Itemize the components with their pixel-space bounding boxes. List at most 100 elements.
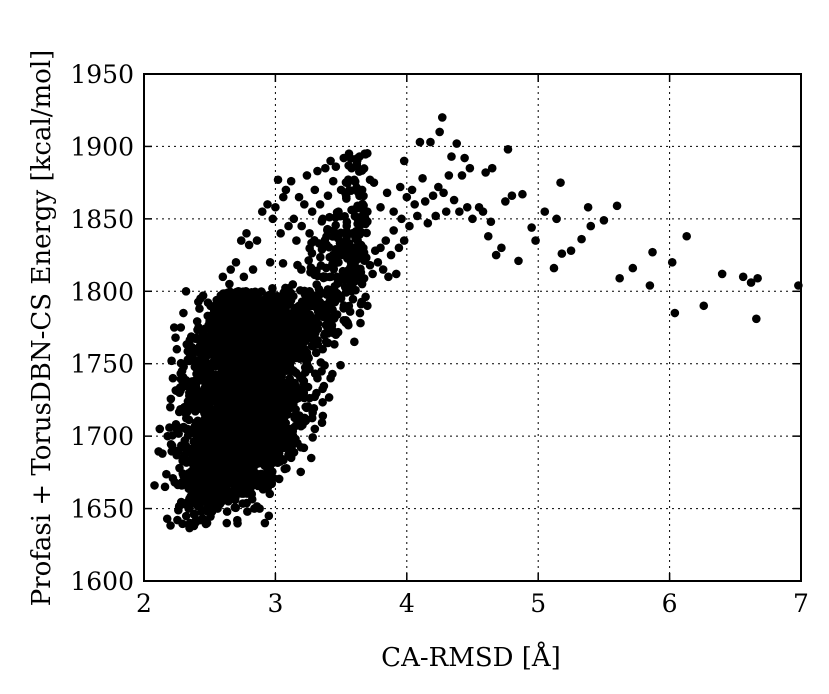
data-point bbox=[184, 356, 194, 366]
data-point bbox=[183, 424, 192, 434]
data-point bbox=[612, 201, 622, 211]
data-point bbox=[323, 191, 333, 200]
data-point bbox=[717, 269, 727, 279]
data-point bbox=[279, 334, 288, 344]
data-point bbox=[356, 227, 366, 237]
data-point bbox=[242, 315, 251, 325]
data-point bbox=[242, 229, 251, 238]
data-point bbox=[395, 182, 405, 192]
data-point bbox=[271, 376, 281, 386]
data-point bbox=[178, 381, 188, 391]
data-point bbox=[325, 252, 335, 262]
data-point bbox=[312, 313, 322, 322]
data-point bbox=[274, 368, 284, 378]
data-point bbox=[182, 475, 191, 485]
data-point bbox=[267, 399, 277, 409]
data-point bbox=[363, 301, 372, 311]
data-point bbox=[439, 188, 448, 198]
data-point bbox=[342, 272, 351, 282]
data-point bbox=[325, 303, 334, 313]
data-point bbox=[285, 295, 294, 304]
data-point bbox=[267, 479, 277, 489]
data-point bbox=[284, 424, 293, 434]
data-point bbox=[503, 145, 513, 154]
data-point bbox=[196, 401, 206, 410]
data-point bbox=[313, 166, 322, 176]
data-point bbox=[306, 268, 315, 277]
data-point bbox=[228, 444, 237, 453]
data-point bbox=[221, 444, 230, 453]
data-point bbox=[344, 243, 354, 253]
data-point bbox=[197, 344, 207, 354]
data-point bbox=[426, 137, 435, 147]
data-point bbox=[293, 328, 302, 338]
data-point bbox=[250, 328, 259, 338]
data-point bbox=[323, 224, 332, 234]
data-point bbox=[344, 186, 354, 195]
data-point bbox=[236, 236, 246, 245]
data-point bbox=[217, 383, 227, 392]
data-point bbox=[296, 467, 306, 477]
data-point bbox=[373, 258, 383, 267]
data-point bbox=[599, 216, 609, 225]
data-point bbox=[150, 481, 159, 490]
data-point bbox=[465, 163, 475, 173]
data-point bbox=[305, 286, 314, 296]
data-point bbox=[481, 168, 490, 177]
data-point bbox=[361, 292, 370, 302]
data-point bbox=[357, 279, 367, 289]
data-point bbox=[210, 393, 220, 403]
data-point bbox=[300, 200, 309, 209]
data-point bbox=[177, 366, 187, 376]
data-point bbox=[168, 373, 178, 383]
data-point bbox=[353, 240, 363, 250]
data-point bbox=[212, 317, 222, 327]
data-point bbox=[418, 173, 427, 183]
data-point bbox=[699, 301, 709, 311]
data-point bbox=[173, 446, 183, 455]
data-point bbox=[222, 518, 232, 528]
data-point bbox=[334, 258, 343, 267]
data-point bbox=[231, 503, 241, 513]
data-point bbox=[313, 373, 322, 383]
data-point bbox=[171, 333, 180, 342]
data-point bbox=[468, 214, 477, 224]
data-point bbox=[556, 178, 565, 187]
data-point bbox=[331, 162, 341, 172]
data-point bbox=[194, 431, 204, 441]
data-point bbox=[302, 171, 312, 180]
data-point bbox=[226, 327, 235, 337]
data-point bbox=[384, 272, 393, 282]
data-point bbox=[180, 402, 190, 412]
data-point bbox=[253, 481, 263, 491]
data-point bbox=[255, 354, 265, 364]
y-tick-label: 1800 bbox=[70, 277, 134, 306]
data-point bbox=[318, 344, 328, 354]
data-point bbox=[349, 175, 359, 185]
data-point bbox=[189, 509, 199, 519]
data-point bbox=[268, 214, 278, 224]
data-point bbox=[382, 188, 392, 198]
data-point bbox=[270, 316, 279, 326]
data-point bbox=[173, 515, 182, 525]
data-point bbox=[221, 494, 231, 504]
data-point bbox=[166, 394, 176, 404]
data-point bbox=[262, 376, 271, 386]
data-point bbox=[231, 453, 241, 462]
data-point bbox=[357, 185, 367, 195]
data-point bbox=[645, 281, 655, 290]
data-point bbox=[256, 420, 265, 430]
data-point bbox=[359, 248, 369, 258]
data-point bbox=[274, 384, 283, 394]
data-point bbox=[172, 344, 182, 354]
data-point bbox=[324, 393, 334, 402]
data-point bbox=[198, 328, 208, 338]
data-point bbox=[175, 463, 184, 473]
data-point bbox=[278, 259, 288, 268]
data-point bbox=[185, 455, 195, 465]
data-point bbox=[322, 290, 332, 299]
data-point bbox=[271, 202, 280, 212]
data-point bbox=[369, 178, 379, 187]
data-point bbox=[210, 382, 220, 392]
data-point bbox=[255, 504, 264, 513]
